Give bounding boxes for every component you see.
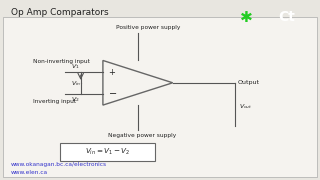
Text: Non-inverting input: Non-inverting input bbox=[33, 59, 90, 64]
Text: ✱: ✱ bbox=[240, 10, 252, 25]
Text: Output: Output bbox=[238, 80, 260, 85]
Text: +: + bbox=[108, 68, 116, 77]
FancyBboxPatch shape bbox=[3, 17, 317, 177]
Text: Ct: Ct bbox=[278, 10, 295, 24]
Text: Op Amp Comparators: Op Amp Comparators bbox=[11, 8, 108, 17]
Text: $V_1$: $V_1$ bbox=[70, 63, 79, 71]
Text: $V_2$: $V_2$ bbox=[70, 95, 79, 104]
Text: Negative power supply: Negative power supply bbox=[108, 133, 176, 138]
Text: $V_{out}$: $V_{out}$ bbox=[239, 102, 253, 111]
Text: Inverting input: Inverting input bbox=[33, 98, 76, 104]
Text: www.okanagan.bc.ca/electronics: www.okanagan.bc.ca/electronics bbox=[11, 162, 107, 167]
Text: −: − bbox=[108, 89, 117, 99]
Text: Positive power supply: Positive power supply bbox=[116, 25, 180, 30]
FancyBboxPatch shape bbox=[60, 143, 155, 161]
Text: $V_{in}=V_1-V_2$: $V_{in}=V_1-V_2$ bbox=[85, 147, 131, 157]
Text: www.elen.ca: www.elen.ca bbox=[11, 170, 48, 175]
Text: $V_{in}$: $V_{in}$ bbox=[70, 79, 81, 88]
